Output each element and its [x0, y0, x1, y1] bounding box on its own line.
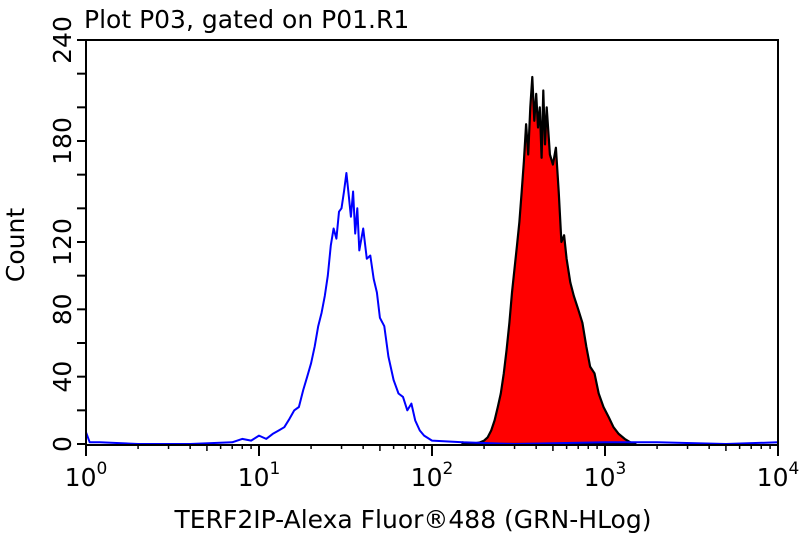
chart-title: Plot P03, gated on P01.R1 — [84, 5, 409, 34]
x-tick-label: 102 — [411, 459, 454, 492]
x-axis-label: TERF2IP-Alexa Fluor®488 (GRN-HLog) — [174, 505, 652, 534]
x-tick-label: 100 — [65, 459, 108, 492]
y-tick-label: 80 — [48, 293, 77, 325]
y-tick-label: 0 — [48, 436, 77, 452]
filled-histogram-series — [461, 75, 637, 446]
y-tick-label: 180 — [48, 117, 77, 165]
y-tick-label: 120 — [48, 218, 77, 266]
y-axis-label: Count — [1, 208, 30, 282]
plot-frame — [85, 39, 779, 446]
y-tick-label: 240 — [48, 16, 77, 64]
y-tick-label: 40 — [48, 361, 77, 393]
x-tick-label: 103 — [584, 459, 627, 492]
x-tick-label: 101 — [238, 459, 281, 492]
line-histogram-series — [85, 172, 779, 445]
x-tick-label: 104 — [757, 459, 800, 492]
